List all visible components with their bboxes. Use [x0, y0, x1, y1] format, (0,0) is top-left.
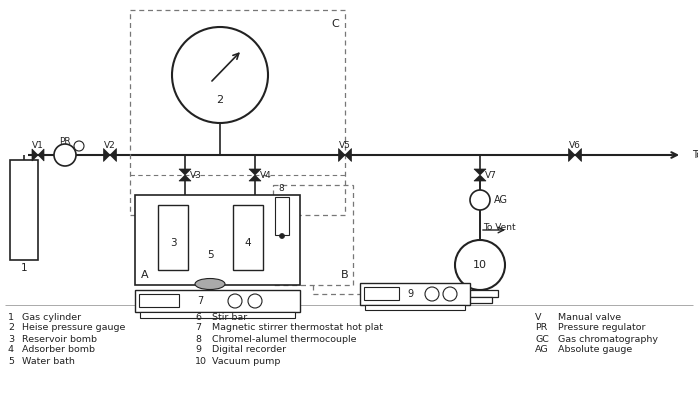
Text: 10: 10: [473, 260, 487, 270]
Circle shape: [248, 294, 262, 308]
Text: Reservoir bomb: Reservoir bomb: [22, 334, 97, 344]
Ellipse shape: [195, 278, 225, 290]
Polygon shape: [110, 148, 117, 161]
Bar: [468, 297, 492, 303]
Bar: [273, 185, 353, 285]
Text: Stir bar: Stir bar: [212, 313, 247, 321]
Polygon shape: [474, 169, 486, 175]
Text: 3: 3: [170, 237, 177, 247]
Text: 2: 2: [8, 324, 14, 332]
Text: 6: 6: [195, 313, 201, 321]
Text: Adsorber bomb: Adsorber bomb: [22, 346, 95, 354]
Circle shape: [425, 287, 439, 301]
Text: Gas cylinder: Gas cylinder: [22, 313, 81, 321]
Circle shape: [54, 144, 76, 166]
Text: 7: 7: [197, 296, 203, 306]
Bar: [233, 205, 263, 270]
Text: Digital recorder: Digital recorder: [212, 346, 286, 354]
Text: Heise pressure gauge: Heise pressure gauge: [22, 324, 126, 332]
Text: V6: V6: [569, 142, 581, 150]
Polygon shape: [568, 148, 575, 161]
Text: GC: GC: [535, 334, 549, 344]
Polygon shape: [339, 148, 345, 161]
Text: V1: V1: [32, 142, 44, 150]
Polygon shape: [38, 149, 44, 161]
Bar: [139, 294, 179, 307]
Text: AG: AG: [535, 346, 549, 354]
Text: Chromel-alumel thermocouple: Chromel-alumel thermocouple: [212, 334, 357, 344]
Text: To Vent: To Vent: [483, 223, 516, 232]
Polygon shape: [249, 175, 261, 181]
Text: 4: 4: [245, 237, 251, 247]
Bar: [140, 312, 295, 318]
Circle shape: [228, 294, 242, 308]
Text: Pressure regulator: Pressure regulator: [558, 324, 646, 332]
Text: To G.C.: To G.C.: [692, 150, 698, 160]
Polygon shape: [32, 149, 38, 161]
Text: Absolute gauge: Absolute gauge: [558, 346, 632, 354]
Bar: [364, 287, 399, 300]
Polygon shape: [345, 148, 352, 161]
Bar: [135, 195, 300, 285]
Text: Magnetic stirrer thermostat hot plat: Magnetic stirrer thermostat hot plat: [212, 324, 383, 332]
Text: Vacuum pump: Vacuum pump: [212, 357, 281, 365]
Text: 5: 5: [207, 250, 214, 260]
Bar: [130, 10, 345, 215]
Text: V: V: [535, 313, 542, 321]
Circle shape: [172, 27, 268, 123]
Circle shape: [279, 234, 285, 239]
Text: 8: 8: [195, 334, 201, 344]
Text: AG: AG: [494, 195, 508, 205]
Text: 6: 6: [207, 280, 213, 288]
Polygon shape: [179, 169, 191, 175]
Polygon shape: [474, 175, 486, 181]
Bar: [10, 160, 38, 260]
Text: 5: 5: [8, 357, 14, 365]
Text: 1: 1: [8, 313, 14, 321]
Text: 3: 3: [8, 334, 14, 344]
Circle shape: [455, 240, 505, 290]
Bar: [462, 290, 498, 297]
Text: 9: 9: [195, 346, 201, 354]
Text: 9: 9: [407, 289, 413, 299]
Polygon shape: [179, 175, 191, 181]
Polygon shape: [103, 148, 110, 161]
Text: PR: PR: [59, 137, 70, 145]
Bar: [135, 290, 300, 312]
Text: V4: V4: [260, 171, 272, 179]
Text: V2: V2: [104, 142, 116, 150]
Polygon shape: [249, 169, 261, 175]
Bar: [275, 197, 289, 235]
Text: V5: V5: [339, 142, 351, 150]
Bar: [158, 205, 188, 270]
Text: V3: V3: [190, 171, 202, 179]
Bar: [365, 305, 465, 310]
Text: Water bath: Water bath: [22, 357, 75, 365]
Circle shape: [470, 190, 490, 210]
Polygon shape: [575, 148, 581, 161]
Circle shape: [74, 141, 84, 151]
Text: C: C: [332, 19, 339, 29]
Text: B: B: [341, 270, 348, 280]
Text: A: A: [141, 270, 149, 280]
Circle shape: [443, 287, 457, 301]
Text: 1: 1: [21, 263, 27, 273]
Text: PR: PR: [535, 324, 547, 332]
Text: 8: 8: [278, 184, 284, 193]
Text: Gas chromatography: Gas chromatography: [558, 334, 658, 344]
Text: 2: 2: [216, 95, 223, 105]
Text: 10: 10: [195, 357, 207, 365]
Bar: [360, 283, 470, 305]
Text: 4: 4: [8, 346, 14, 354]
Text: 7: 7: [195, 324, 201, 332]
Text: Manual valve: Manual valve: [558, 313, 621, 321]
Text: V7: V7: [485, 171, 497, 179]
